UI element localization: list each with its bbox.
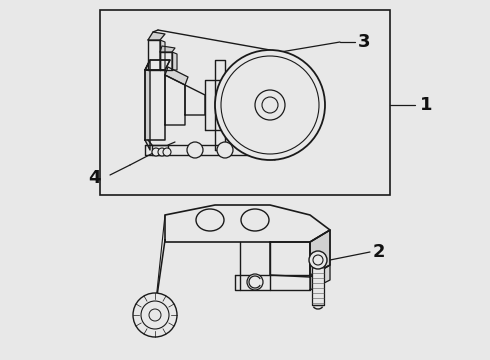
Ellipse shape	[196, 209, 224, 231]
Polygon shape	[145, 60, 170, 70]
Circle shape	[262, 97, 278, 113]
Text: 2: 2	[373, 243, 386, 261]
Bar	[100, 10, 390, 195]
Circle shape	[247, 274, 263, 290]
Polygon shape	[215, 60, 225, 150]
Polygon shape	[152, 145, 168, 155]
Polygon shape	[148, 32, 165, 40]
Polygon shape	[145, 60, 150, 150]
Polygon shape	[205, 80, 225, 130]
Polygon shape	[160, 52, 172, 70]
Ellipse shape	[241, 209, 269, 231]
Circle shape	[133, 293, 177, 337]
Polygon shape	[185, 85, 205, 115]
Polygon shape	[148, 40, 160, 70]
Polygon shape	[145, 145, 265, 155]
Polygon shape	[172, 52, 177, 70]
Polygon shape	[160, 40, 165, 70]
Circle shape	[163, 148, 171, 156]
Circle shape	[313, 255, 323, 265]
Circle shape	[158, 148, 166, 156]
Circle shape	[187, 142, 203, 158]
Polygon shape	[310, 265, 330, 290]
Circle shape	[215, 50, 325, 160]
Polygon shape	[165, 67, 188, 85]
Circle shape	[255, 90, 285, 120]
Text: 4: 4	[88, 169, 100, 187]
Bar	[312, 263, 324, 305]
Circle shape	[149, 309, 161, 321]
Circle shape	[217, 142, 233, 158]
Circle shape	[309, 251, 327, 269]
Circle shape	[141, 301, 169, 329]
Text: 1: 1	[420, 96, 433, 114]
Polygon shape	[145, 70, 165, 140]
Text: 3: 3	[358, 33, 370, 51]
Polygon shape	[310, 230, 330, 277]
Polygon shape	[265, 145, 275, 160]
Polygon shape	[165, 205, 330, 242]
Polygon shape	[235, 275, 310, 290]
Polygon shape	[270, 242, 310, 277]
Polygon shape	[165, 75, 185, 125]
Polygon shape	[160, 46, 175, 52]
Circle shape	[152, 148, 160, 156]
